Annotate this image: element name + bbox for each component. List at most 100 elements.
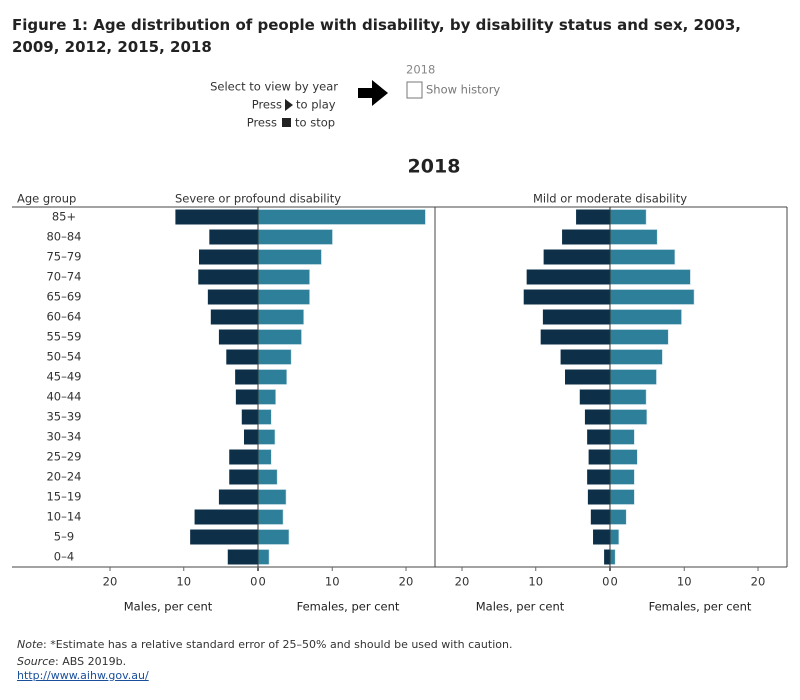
x-tick-label: 20 <box>751 575 766 589</box>
female-bar <box>257 329 302 345</box>
url-link[interactable]: http://www.aihw.gov.au/ <box>17 669 149 682</box>
x-tick-label: 0 <box>611 575 618 589</box>
x-tick-label: 20 <box>455 575 470 589</box>
male-bar <box>587 469 610 485</box>
male-bar <box>542 309 610 325</box>
male-bar <box>190 529 258 545</box>
panel-title: Severe or profound disability <box>175 192 341 206</box>
age-label: 10–14 <box>46 510 81 524</box>
male-bar <box>579 389 610 405</box>
age-label: 75–79 <box>46 250 81 264</box>
instruction: Select to view by year <box>210 80 338 94</box>
x-tick-label: 10 <box>325 575 340 589</box>
female-bar <box>257 349 292 365</box>
age-label: 40–44 <box>46 390 81 404</box>
male-bar <box>543 249 610 265</box>
male-bar <box>540 329 610 345</box>
age-label: 30–34 <box>46 430 81 444</box>
female-bar <box>257 409 272 425</box>
male-bar <box>523 289 610 305</box>
figure-title: Figure 1: Age distribution of people wit… <box>12 16 741 56</box>
male-bar <box>593 529 610 545</box>
female-bar <box>609 309 682 325</box>
age-label: 35–39 <box>46 410 81 424</box>
male-bar <box>235 369 258 385</box>
male-bar <box>576 209 610 225</box>
stop-suffix: to stop <box>295 116 335 130</box>
age-label: 0–4 <box>54 550 74 564</box>
female-bar <box>609 509 627 525</box>
age-label: 70–74 <box>46 270 81 284</box>
male-bar <box>210 309 258 325</box>
play-icon <box>285 99 293 111</box>
male-bar <box>562 229 610 245</box>
male-bar <box>560 349 610 365</box>
female-bar <box>609 329 669 345</box>
female-bar <box>609 449 638 465</box>
note-label: Note <box>17 638 44 651</box>
male-bar <box>588 449 610 465</box>
chart-title: 2018 <box>408 156 461 178</box>
history-label[interactable]: Show history <box>426 83 500 97</box>
stop-icon <box>282 118 291 127</box>
male-bar <box>229 469 258 485</box>
male-bar <box>207 289 258 305</box>
male-bar <box>590 509 610 525</box>
male-bar <box>565 369 610 385</box>
male-bar <box>587 489 610 505</box>
female-bar <box>257 269 310 285</box>
female-bar <box>257 229 333 245</box>
male-bar <box>194 509 258 525</box>
note-text: : *Estimate has a relative standard erro… <box>43 638 513 651</box>
female-bar <box>257 309 305 325</box>
female-bar <box>609 229 658 245</box>
axis-title: Males, per cent <box>124 600 213 614</box>
male-bar <box>175 209 258 225</box>
x-tick-label: 0 <box>259 575 266 589</box>
female-bar <box>257 369 288 385</box>
male-bar <box>218 329 258 345</box>
male-bar <box>218 489 258 505</box>
age-label: 50–54 <box>46 350 81 364</box>
x-tick-label: 10 <box>677 575 692 589</box>
female-bar <box>257 249 322 265</box>
x-tick-label: 20 <box>399 575 414 589</box>
female-bar <box>257 549 270 565</box>
female-bar <box>609 409 648 425</box>
panel-title: Mild or moderate disability <box>533 192 687 206</box>
arrow-icon <box>358 80 388 106</box>
note: Note: *Estimate has a relative standard … <box>17 638 512 651</box>
male-bar <box>584 409 610 425</box>
female-bar <box>257 389 277 405</box>
age-label: 20–24 <box>46 470 81 484</box>
female-bar <box>609 549 616 565</box>
female-bar <box>609 269 691 285</box>
male-bar <box>235 389 258 405</box>
male-bar <box>198 269 258 285</box>
female-bar <box>257 509 284 525</box>
female-bar <box>609 429 635 445</box>
age-label: 15–19 <box>46 490 81 504</box>
female-bar <box>609 289 695 305</box>
female-bar <box>609 349 663 365</box>
age-label: 55–59 <box>46 330 81 344</box>
x-tick-label: 10 <box>176 575 191 589</box>
x-tick-label: 10 <box>528 575 543 589</box>
male-bar <box>227 549 258 565</box>
history-checkbox[interactable] <box>406 81 423 99</box>
axis-title: Females, per cent <box>297 600 400 614</box>
female-bar <box>257 449 272 465</box>
axis-title: Males, per cent <box>476 600 565 614</box>
male-bar <box>229 449 258 465</box>
stop-prefix: Press <box>247 116 277 130</box>
male-bar <box>226 349 258 365</box>
source: Source: ABS 2019b. <box>17 655 126 668</box>
url-row: http://www.aihw.gov.au/ <box>17 669 149 682</box>
male-bar <box>587 429 610 445</box>
x-tick-label: 0 <box>250 575 257 589</box>
male-bar <box>209 229 258 245</box>
male-bar <box>604 549 610 565</box>
female-bar <box>257 289 310 305</box>
female-bar <box>609 209 647 225</box>
